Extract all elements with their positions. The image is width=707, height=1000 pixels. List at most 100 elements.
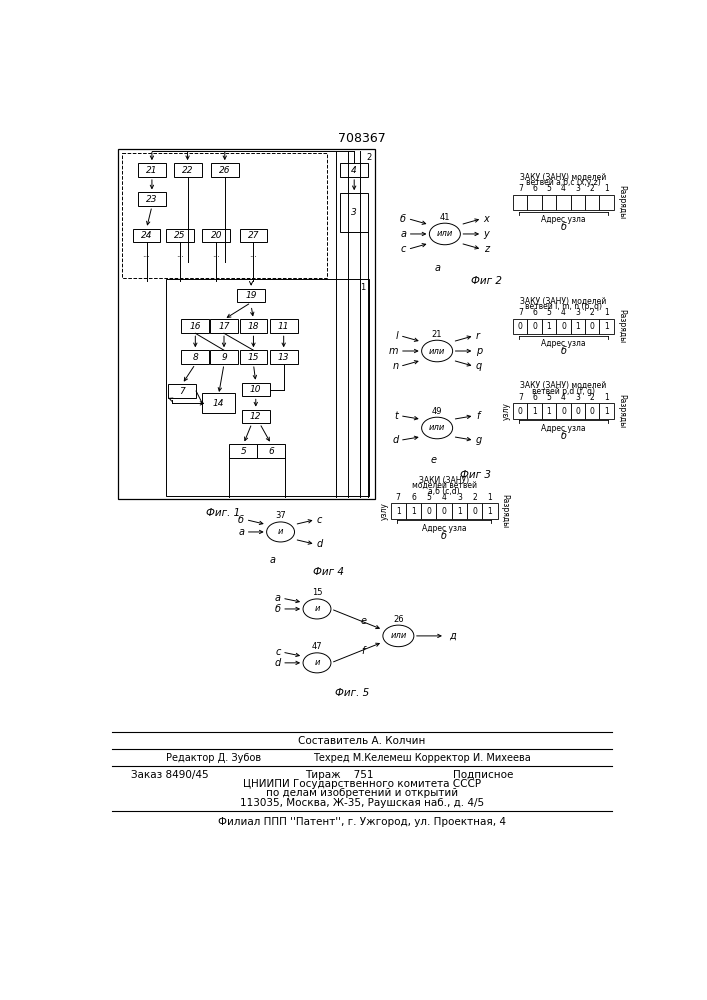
Text: 1: 1 bbox=[488, 493, 492, 502]
Bar bbox=[340, 163, 368, 177]
Text: z: z bbox=[484, 244, 489, 254]
Text: Составитель А. Колчин: Составитель А. Колчин bbox=[298, 736, 426, 746]
Bar bbox=[174, 163, 201, 177]
Text: 15: 15 bbox=[247, 353, 259, 362]
Text: б: б bbox=[441, 531, 447, 541]
Text: ЗАКУ (ЗАНУ) моделей: ЗАКУ (ЗАНУ) моделей bbox=[520, 297, 607, 306]
Text: 7: 7 bbox=[518, 184, 522, 193]
Text: 6: 6 bbox=[532, 393, 537, 402]
Bar bbox=[421, 503, 436, 519]
Bar bbox=[237, 289, 265, 302]
Text: 1: 1 bbox=[604, 322, 609, 331]
Bar bbox=[242, 410, 270, 423]
Text: d: d bbox=[274, 658, 281, 668]
Text: 4: 4 bbox=[442, 493, 447, 502]
Bar bbox=[270, 319, 298, 333]
Text: 1: 1 bbox=[604, 184, 609, 193]
Text: g: g bbox=[476, 435, 482, 445]
Text: 22: 22 bbox=[182, 166, 193, 175]
Bar bbox=[527, 195, 542, 210]
Text: Фиг. 5: Фиг. 5 bbox=[334, 688, 369, 698]
Text: узлу: узлу bbox=[502, 402, 510, 420]
Text: 18: 18 bbox=[247, 322, 259, 331]
Text: узлу: узлу bbox=[379, 502, 388, 520]
Text: x: x bbox=[484, 214, 489, 224]
Text: 11: 11 bbox=[278, 322, 289, 331]
Text: 2: 2 bbox=[590, 308, 595, 317]
Bar bbox=[571, 403, 585, 419]
Text: д: д bbox=[449, 631, 455, 641]
Text: 27: 27 bbox=[247, 231, 259, 240]
Text: или: или bbox=[437, 229, 453, 238]
Text: 1: 1 bbox=[547, 322, 551, 331]
Bar bbox=[166, 279, 369, 496]
Text: ветвей а,б,с (х,у,z): ветвей а,б,с (х,у,z) bbox=[526, 178, 601, 187]
Ellipse shape bbox=[303, 653, 331, 673]
Text: 19: 19 bbox=[245, 291, 257, 300]
Text: е: е bbox=[361, 615, 366, 626]
Ellipse shape bbox=[421, 340, 452, 362]
Text: 6: 6 bbox=[269, 447, 274, 456]
Text: 1: 1 bbox=[575, 322, 580, 331]
Bar bbox=[230, 444, 257, 458]
Text: 1: 1 bbox=[411, 507, 416, 516]
Bar bbox=[202, 393, 235, 413]
Text: Разряды: Разряды bbox=[617, 394, 626, 428]
Text: Подписное: Подписное bbox=[452, 770, 513, 780]
Text: ветвей l, m, n (p, q): ветвей l, m, n (p, q) bbox=[525, 302, 602, 311]
Text: ЦНИИПИ Государственного комитета СССР: ЦНИИПИ Государственного комитета СССР bbox=[243, 779, 481, 789]
Text: 0: 0 bbox=[590, 322, 595, 331]
Text: а: а bbox=[274, 593, 281, 603]
Text: или: или bbox=[390, 631, 407, 640]
Bar bbox=[600, 195, 614, 210]
Text: f: f bbox=[362, 646, 366, 656]
Text: 1: 1 bbox=[457, 507, 462, 516]
Text: 23: 23 bbox=[146, 195, 158, 204]
Text: Заказ 8490/45: Заказ 8490/45 bbox=[131, 770, 209, 780]
Text: ветвей р,d (f, g): ветвей р,d (f, g) bbox=[532, 387, 595, 396]
Bar bbox=[556, 319, 571, 334]
Bar bbox=[571, 195, 585, 210]
Bar bbox=[270, 350, 298, 364]
Text: 15: 15 bbox=[312, 588, 322, 597]
Bar bbox=[168, 384, 196, 398]
Text: y: y bbox=[484, 229, 489, 239]
Text: б: б bbox=[561, 222, 566, 232]
Text: 4: 4 bbox=[561, 308, 566, 317]
Text: Тираж    751: Тираж 751 bbox=[305, 770, 374, 780]
Text: 0: 0 bbox=[442, 507, 447, 516]
Text: 3: 3 bbox=[575, 308, 580, 317]
Ellipse shape bbox=[383, 625, 414, 647]
Text: 14: 14 bbox=[213, 399, 224, 408]
Bar bbox=[132, 229, 160, 242]
Bar bbox=[513, 319, 527, 334]
Text: 9: 9 bbox=[221, 353, 227, 362]
Text: б: б bbox=[400, 214, 406, 224]
Bar bbox=[240, 319, 267, 333]
Text: 708367: 708367 bbox=[338, 132, 386, 145]
Text: 0: 0 bbox=[472, 507, 477, 516]
Text: Техред М.Келемеш Корректор И. Михеева: Техред М.Келемеш Корректор И. Михеева bbox=[313, 753, 531, 763]
Text: 26: 26 bbox=[393, 615, 404, 624]
Bar bbox=[542, 319, 556, 334]
Text: 5: 5 bbox=[547, 393, 551, 402]
Text: 113035, Москва, Ж-35, Раушская наб., д. 4/5: 113035, Москва, Ж-35, Раушская наб., д. … bbox=[240, 798, 484, 808]
Text: 4: 4 bbox=[561, 393, 566, 402]
Text: ...: ... bbox=[250, 250, 257, 259]
Bar bbox=[452, 503, 467, 519]
Text: 3: 3 bbox=[575, 393, 580, 402]
Bar bbox=[527, 319, 542, 334]
Bar bbox=[138, 163, 166, 177]
Bar bbox=[240, 229, 267, 242]
Text: Разряды: Разряды bbox=[617, 309, 626, 343]
Text: Адрес узла: Адрес узла bbox=[541, 215, 586, 224]
Bar bbox=[182, 319, 209, 333]
Bar bbox=[182, 350, 209, 364]
Text: r: r bbox=[476, 331, 480, 341]
Text: d: d bbox=[392, 435, 398, 445]
Text: 4: 4 bbox=[561, 184, 566, 193]
Text: 20: 20 bbox=[211, 231, 222, 240]
Text: 21: 21 bbox=[432, 330, 443, 339]
Bar bbox=[585, 403, 600, 419]
Text: 3: 3 bbox=[457, 493, 462, 502]
